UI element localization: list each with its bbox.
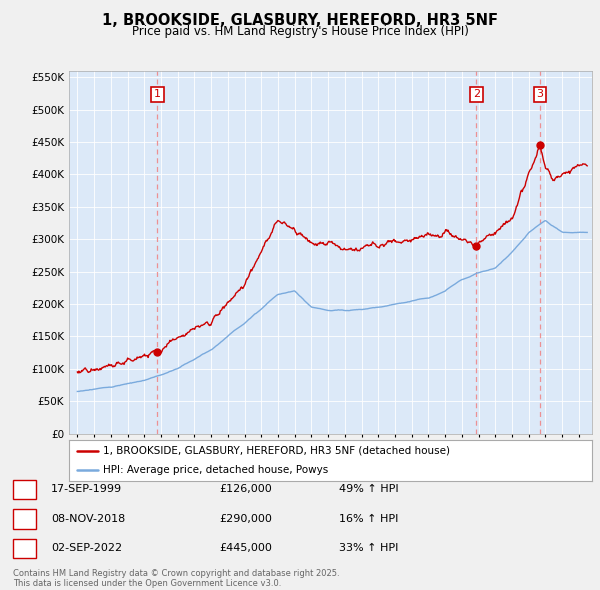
Text: 3: 3 [536,90,544,99]
Text: 1: 1 [21,484,28,494]
Text: 1, BROOKSIDE, GLASBURY, HEREFORD, HR3 5NF: 1, BROOKSIDE, GLASBURY, HEREFORD, HR3 5N… [102,13,498,28]
Text: 17-SEP-1999: 17-SEP-1999 [51,484,122,494]
Text: £445,000: £445,000 [219,543,272,553]
Text: Price paid vs. HM Land Registry's House Price Index (HPI): Price paid vs. HM Land Registry's House … [131,25,469,38]
Text: 49% ↑ HPI: 49% ↑ HPI [339,484,398,494]
Text: 1, BROOKSIDE, GLASBURY, HEREFORD, HR3 5NF (detached house): 1, BROOKSIDE, GLASBURY, HEREFORD, HR3 5N… [103,445,450,455]
Text: HPI: Average price, detached house, Powys: HPI: Average price, detached house, Powy… [103,465,328,475]
Text: £290,000: £290,000 [219,514,272,523]
Text: 16% ↑ HPI: 16% ↑ HPI [339,514,398,523]
Text: Contains HM Land Registry data © Crown copyright and database right 2025.
This d: Contains HM Land Registry data © Crown c… [13,569,340,588]
Text: 2: 2 [21,514,28,523]
Text: 3: 3 [21,543,28,553]
Text: 1: 1 [154,90,161,99]
Text: £126,000: £126,000 [219,484,272,494]
Text: 33% ↑ HPI: 33% ↑ HPI [339,543,398,553]
Text: 02-SEP-2022: 02-SEP-2022 [51,543,122,553]
Text: 2: 2 [473,90,480,99]
Text: 08-NOV-2018: 08-NOV-2018 [51,514,125,523]
